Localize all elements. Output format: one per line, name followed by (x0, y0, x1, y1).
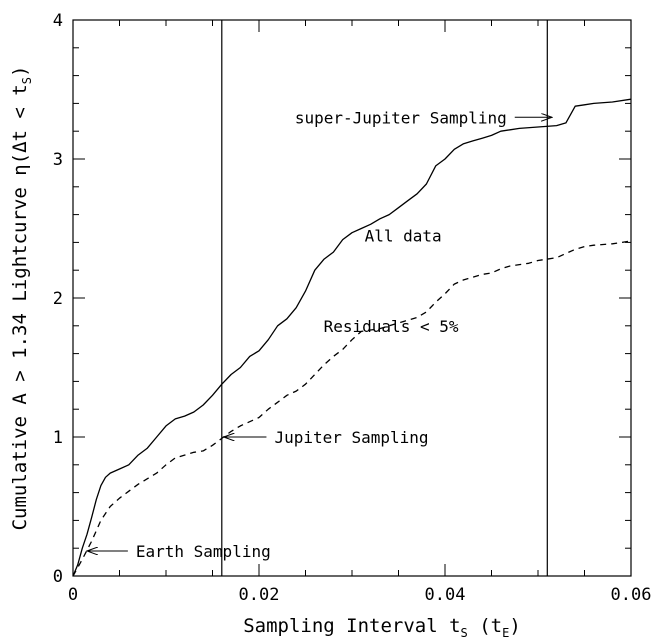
series-label: Residuals < 5% (324, 317, 459, 336)
y-axis-label: Cumulative A > 1.34 Lightcurve η(Δt < tS… (9, 66, 34, 531)
annotation-label: Jupiter Sampling (274, 428, 428, 447)
x-tick-label: 0.02 (239, 585, 280, 605)
x-tick-label: 0.06 (611, 585, 652, 605)
x-tick-label: 0.04 (425, 585, 466, 605)
y-tick-label: 0 (53, 567, 63, 587)
y-tick-label: 3 (53, 150, 63, 170)
series-line-residuals (72, 240, 632, 577)
series-line-all-data (72, 98, 632, 577)
annotation-label: Earth Sampling (136, 542, 271, 561)
series-label: All data (365, 226, 442, 245)
y-tick-label: 1 (53, 428, 63, 448)
x-tick-label: 0 (68, 585, 78, 605)
axes-group: 0 0.02 0.04 0.06 0 1 2 3 4 (53, 11, 652, 605)
annotation-label: super-Jupiter Sampling (295, 108, 507, 127)
y-tick-label: 4 (53, 11, 63, 31)
series-group (72, 20, 632, 577)
x-axis-label: Sampling Interval tS (tE) (243, 615, 521, 639)
y-tick-label: 2 (53, 289, 63, 309)
annotations-group: super-Jupiter Sampling Jupiter Sampling Ea… (87, 108, 552, 561)
